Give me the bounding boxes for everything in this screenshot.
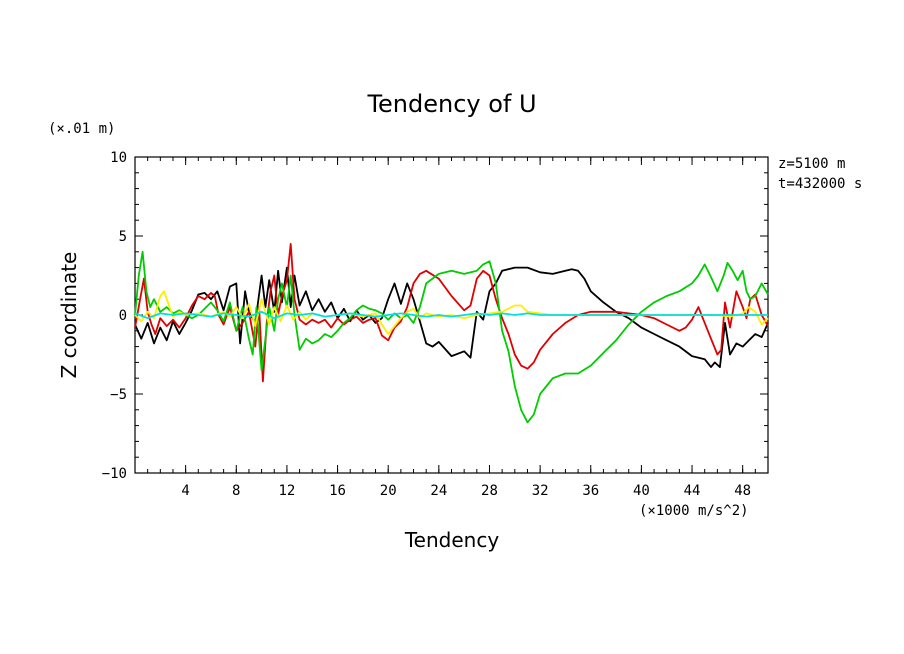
y-tick-label: 5 [119,229,127,245]
x-tick-label: 16 [329,483,346,499]
x-tick-label: 40 [633,483,650,499]
x-axis-label: Tendency [404,528,499,552]
y-axis-label: Z coordinate [57,252,81,379]
x-tick-label: 44 [684,483,701,499]
x-tick-label: 20 [380,483,397,499]
y-tick-label: 0 [119,308,127,324]
x-tick-label: 36 [582,483,599,499]
x-tick-label: 24 [430,483,447,499]
y-unit-label: (×.01 m) [48,121,115,137]
x-unit-label: (×1000 m/s^2) [639,503,749,519]
annotation-time: t=432000 s [778,176,862,192]
x-tick-label: 4 [181,483,189,499]
series-line-red [134,243,769,383]
x-tick-label: 32 [532,483,549,499]
y-tick-label: −10 [102,466,127,482]
x-tick-label: 48 [734,483,751,499]
x-tick-label: 8 [232,483,240,499]
series-line-black [134,266,769,368]
series-line-green [134,250,769,424]
series-line-cyan [134,310,768,320]
y-tick-label: −5 [110,387,127,403]
y-tick-label: 10 [110,150,127,166]
x-tick-label: 12 [278,483,295,499]
annotation-height: z=5100 m [778,156,845,172]
x-tick-label: 28 [481,483,498,499]
chart-title: Tendency of U [366,90,536,118]
